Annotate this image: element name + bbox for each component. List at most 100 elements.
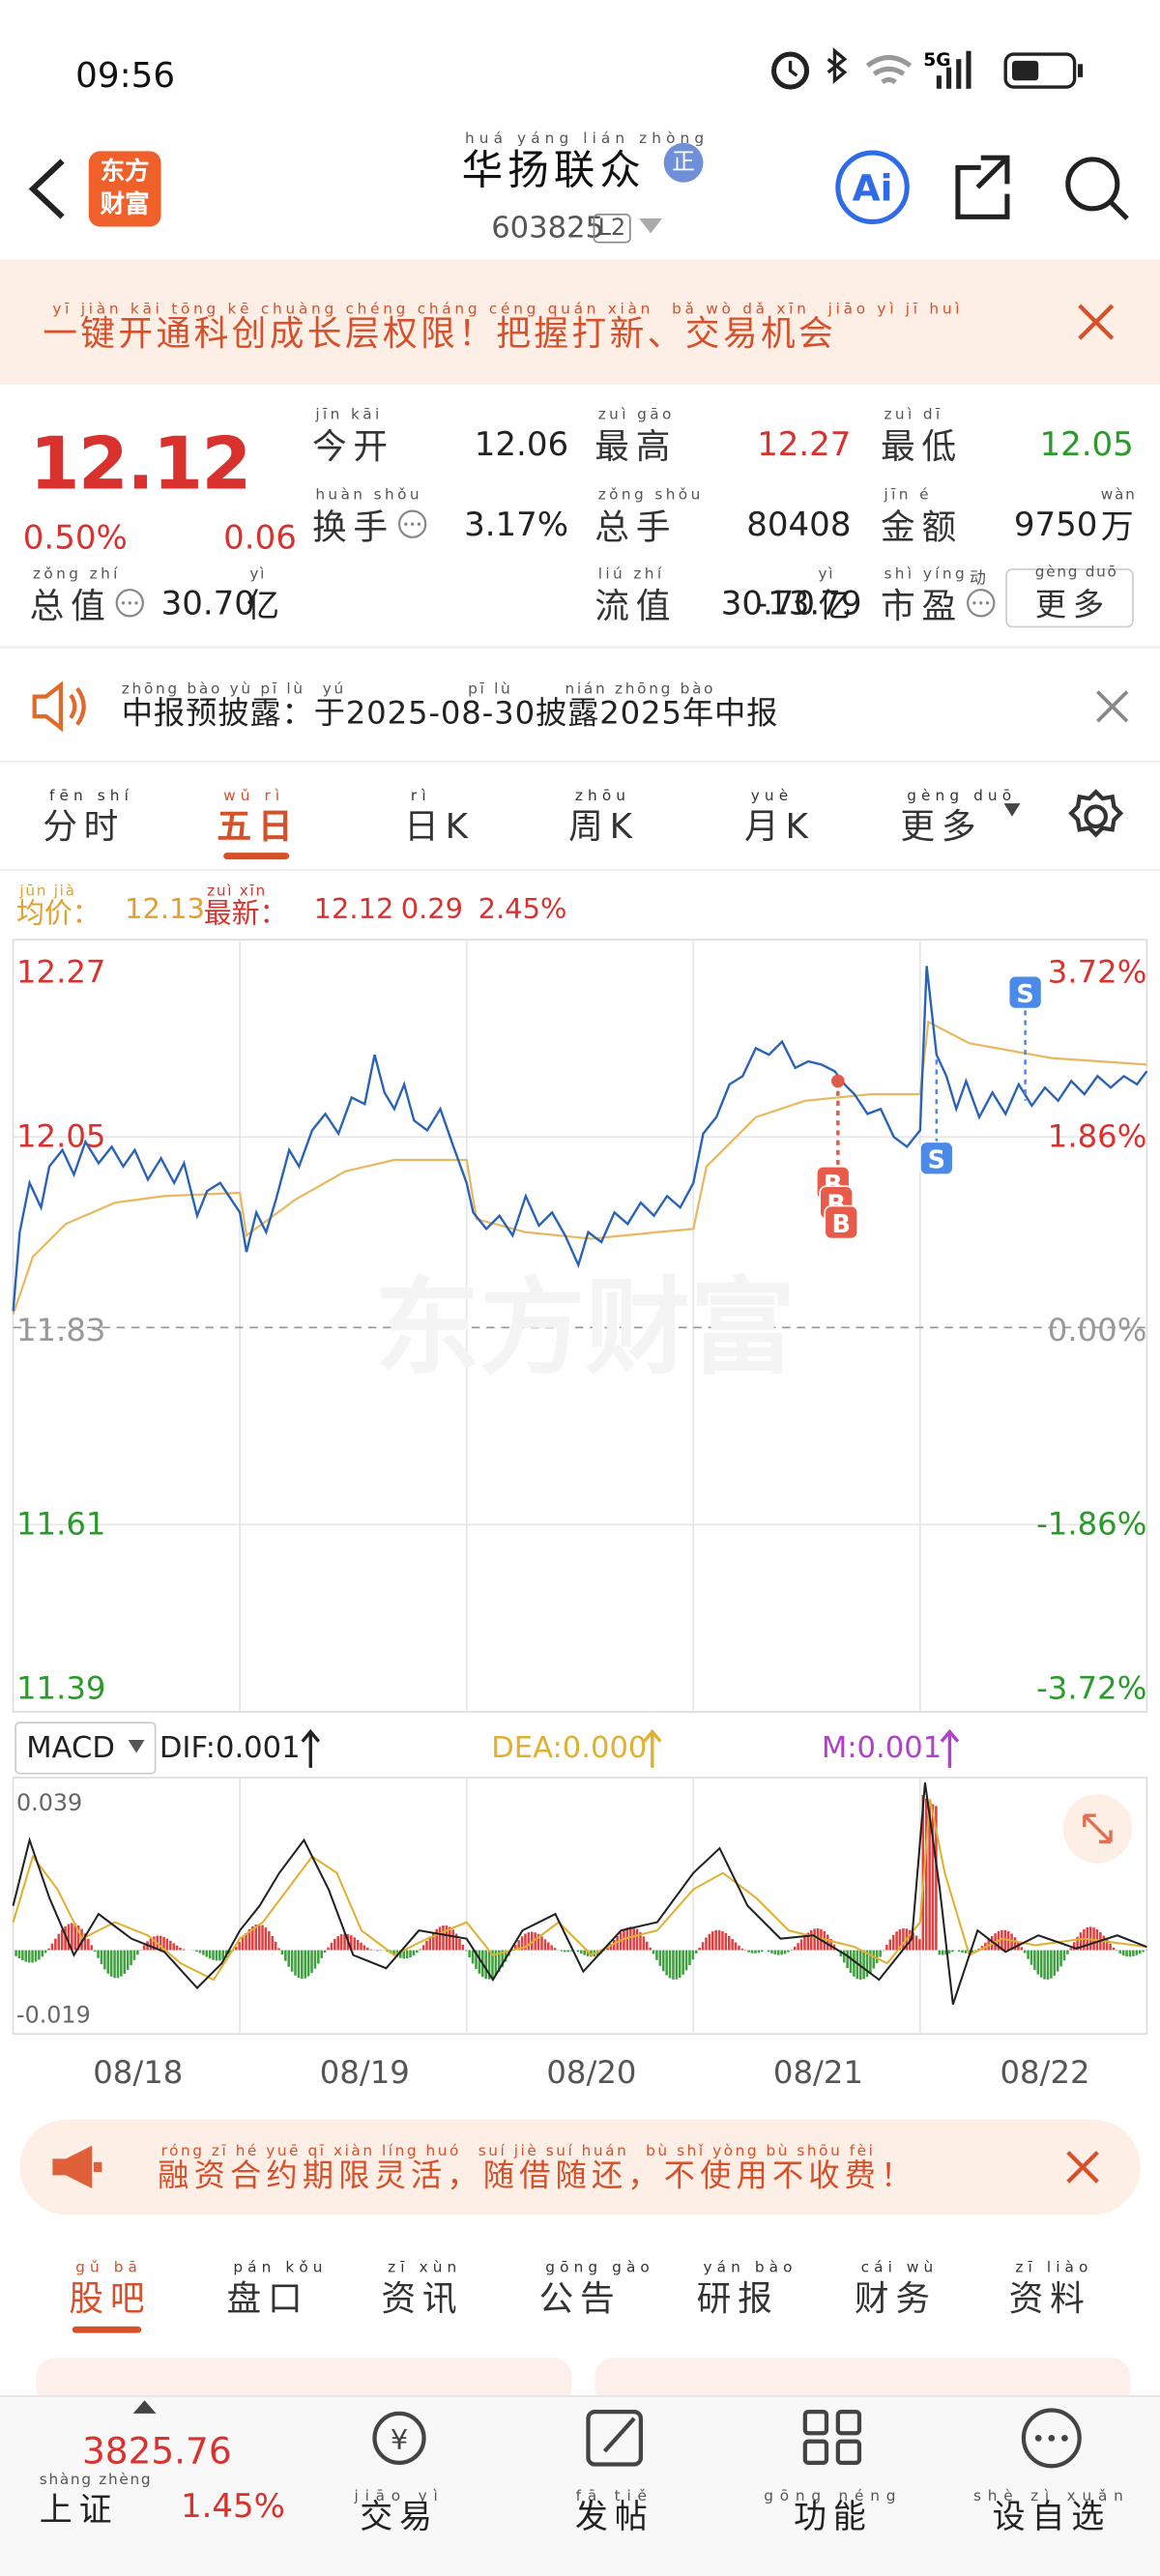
histogram-texture xyxy=(47,1949,50,1951)
histogram-texture xyxy=(340,1934,343,1950)
histogram-texture xyxy=(87,1939,90,1951)
histogram-texture xyxy=(212,1951,215,1960)
histogram-texture xyxy=(110,1951,113,1977)
histogram-texture xyxy=(1139,1951,1142,1954)
histogram-texture xyxy=(376,1951,379,1952)
histogram-texture xyxy=(28,1951,31,1963)
histogram-texture xyxy=(665,1951,668,1976)
histogram-texture xyxy=(846,1951,849,1969)
action-label[interactable]: 功能 xyxy=(794,2490,873,2537)
histogram-texture xyxy=(127,1951,130,1970)
arrows xyxy=(0,1725,1160,1775)
histogram-texture xyxy=(1063,1951,1066,1961)
index-name: 上证 xyxy=(40,2483,119,2531)
close-notice[interactable] xyxy=(1094,688,1130,724)
histogram-texture xyxy=(643,1936,646,1950)
tab[interactable]: 五日 xyxy=(217,800,299,850)
tab[interactable]: 日K xyxy=(404,800,475,850)
change: 0.06 xyxy=(223,517,297,557)
tab-underline xyxy=(223,853,289,859)
histogram-texture xyxy=(784,1951,787,1954)
histogram-texture xyxy=(465,1951,468,1952)
histogram-texture xyxy=(166,1939,169,1951)
histogram-texture xyxy=(291,1951,294,1972)
divider xyxy=(0,761,1160,763)
app-logo[interactable]: 东方财富 xyxy=(89,151,161,226)
histogram-texture xyxy=(682,1951,684,1975)
histogram-texture xyxy=(176,1946,179,1951)
tab[interactable]: 周K xyxy=(568,800,639,850)
action-label[interactable]: 设自选 xyxy=(993,2490,1111,2537)
tab[interactable]: 分时 xyxy=(43,800,125,850)
histogram-texture xyxy=(659,1951,662,1966)
y-tick-label: 11.83 xyxy=(16,1313,105,1348)
x-tick-label: 08/21 xyxy=(773,2055,863,2091)
histogram-texture xyxy=(965,1951,968,1954)
histogram-texture xyxy=(298,1951,301,1979)
info-icon[interactable] xyxy=(115,588,148,621)
section-tab[interactable]: 研报 xyxy=(697,2272,779,2322)
back-button[interactable] xyxy=(23,156,72,221)
svg-text:¥: ¥ xyxy=(391,2423,408,2456)
logo-line: 财富 xyxy=(89,188,161,220)
section-tab[interactable]: 盘口 xyxy=(227,2272,309,2322)
histogram-texture xyxy=(1142,1951,1145,1953)
histogram-texture xyxy=(419,1950,421,1951)
action-label[interactable]: 发帖 xyxy=(575,2490,654,2537)
histogram-texture xyxy=(133,1951,136,1960)
pct-change: 0.50% xyxy=(23,517,128,557)
histogram-texture xyxy=(961,1951,964,1954)
info-icon[interactable] xyxy=(966,588,999,621)
histogram-texture xyxy=(195,1951,198,1952)
histogram-texture xyxy=(281,1951,284,1955)
field-label: 市盈 xyxy=(881,580,963,629)
histogram-texture xyxy=(939,1951,942,1955)
histogram-texture xyxy=(57,1934,60,1951)
y2-tick-label: 0.00% xyxy=(1048,1313,1147,1348)
section-tab[interactable]: 公告 xyxy=(539,2272,622,2322)
action-label[interactable]: 交易 xyxy=(360,2490,439,2537)
histogram-texture xyxy=(1047,1951,1050,1980)
speaker-icon xyxy=(30,680,89,733)
section-tab[interactable]: 资料 xyxy=(1009,2272,1091,2322)
y-tick-label: 11.61 xyxy=(16,1507,105,1543)
close-promo[interactable] xyxy=(1064,2149,1100,2185)
histogram-texture xyxy=(199,1951,202,1954)
section-tab[interactable]: 股吧 xyxy=(69,2272,151,2322)
histogram-texture xyxy=(679,1951,682,1978)
histogram-texture xyxy=(577,1951,580,1953)
histogram-texture xyxy=(301,1951,304,1980)
histogram-texture xyxy=(435,1929,438,1951)
settings[interactable] xyxy=(1066,787,1125,846)
y-tick-label: 12.05 xyxy=(16,1118,105,1154)
section-tab[interactable]: 资讯 xyxy=(381,2272,463,2322)
tab[interactable]: 月K xyxy=(744,800,815,850)
histogram-texture xyxy=(442,1925,445,1951)
histogram-texture xyxy=(885,1945,888,1950)
tab[interactable]: 更多 xyxy=(900,800,982,850)
badge: 正 xyxy=(664,143,704,183)
histogram-texture xyxy=(218,1951,221,1961)
close-banner[interactable] xyxy=(1076,303,1116,342)
histogram-texture xyxy=(413,1951,416,1956)
histogram-texture xyxy=(850,1951,853,1974)
info-icon[interactable] xyxy=(397,509,430,542)
field-value: 30.70 xyxy=(161,583,255,622)
status-icons: 5G xyxy=(766,46,1094,102)
y2-tick-label: 3.72% xyxy=(1048,955,1147,991)
divider xyxy=(0,646,1160,649)
logo-line: 东方 xyxy=(89,155,161,188)
histogram-texture xyxy=(307,1951,310,1977)
histogram-texture xyxy=(1113,1948,1116,1951)
histogram-texture xyxy=(277,1948,280,1950)
histogram-texture xyxy=(918,1939,921,1950)
histogram-texture xyxy=(761,1951,764,1952)
histogram-texture xyxy=(268,1931,271,1951)
histogram-texture xyxy=(547,1942,550,1950)
histogram-texture xyxy=(1059,1951,1062,1967)
trade-marker-label: B xyxy=(832,1210,851,1239)
histogram-texture xyxy=(951,1951,954,1953)
section-tab[interactable]: 财务 xyxy=(855,2272,937,2322)
dropdown[interactable] xyxy=(637,217,663,236)
histogram-texture xyxy=(892,1935,895,1951)
